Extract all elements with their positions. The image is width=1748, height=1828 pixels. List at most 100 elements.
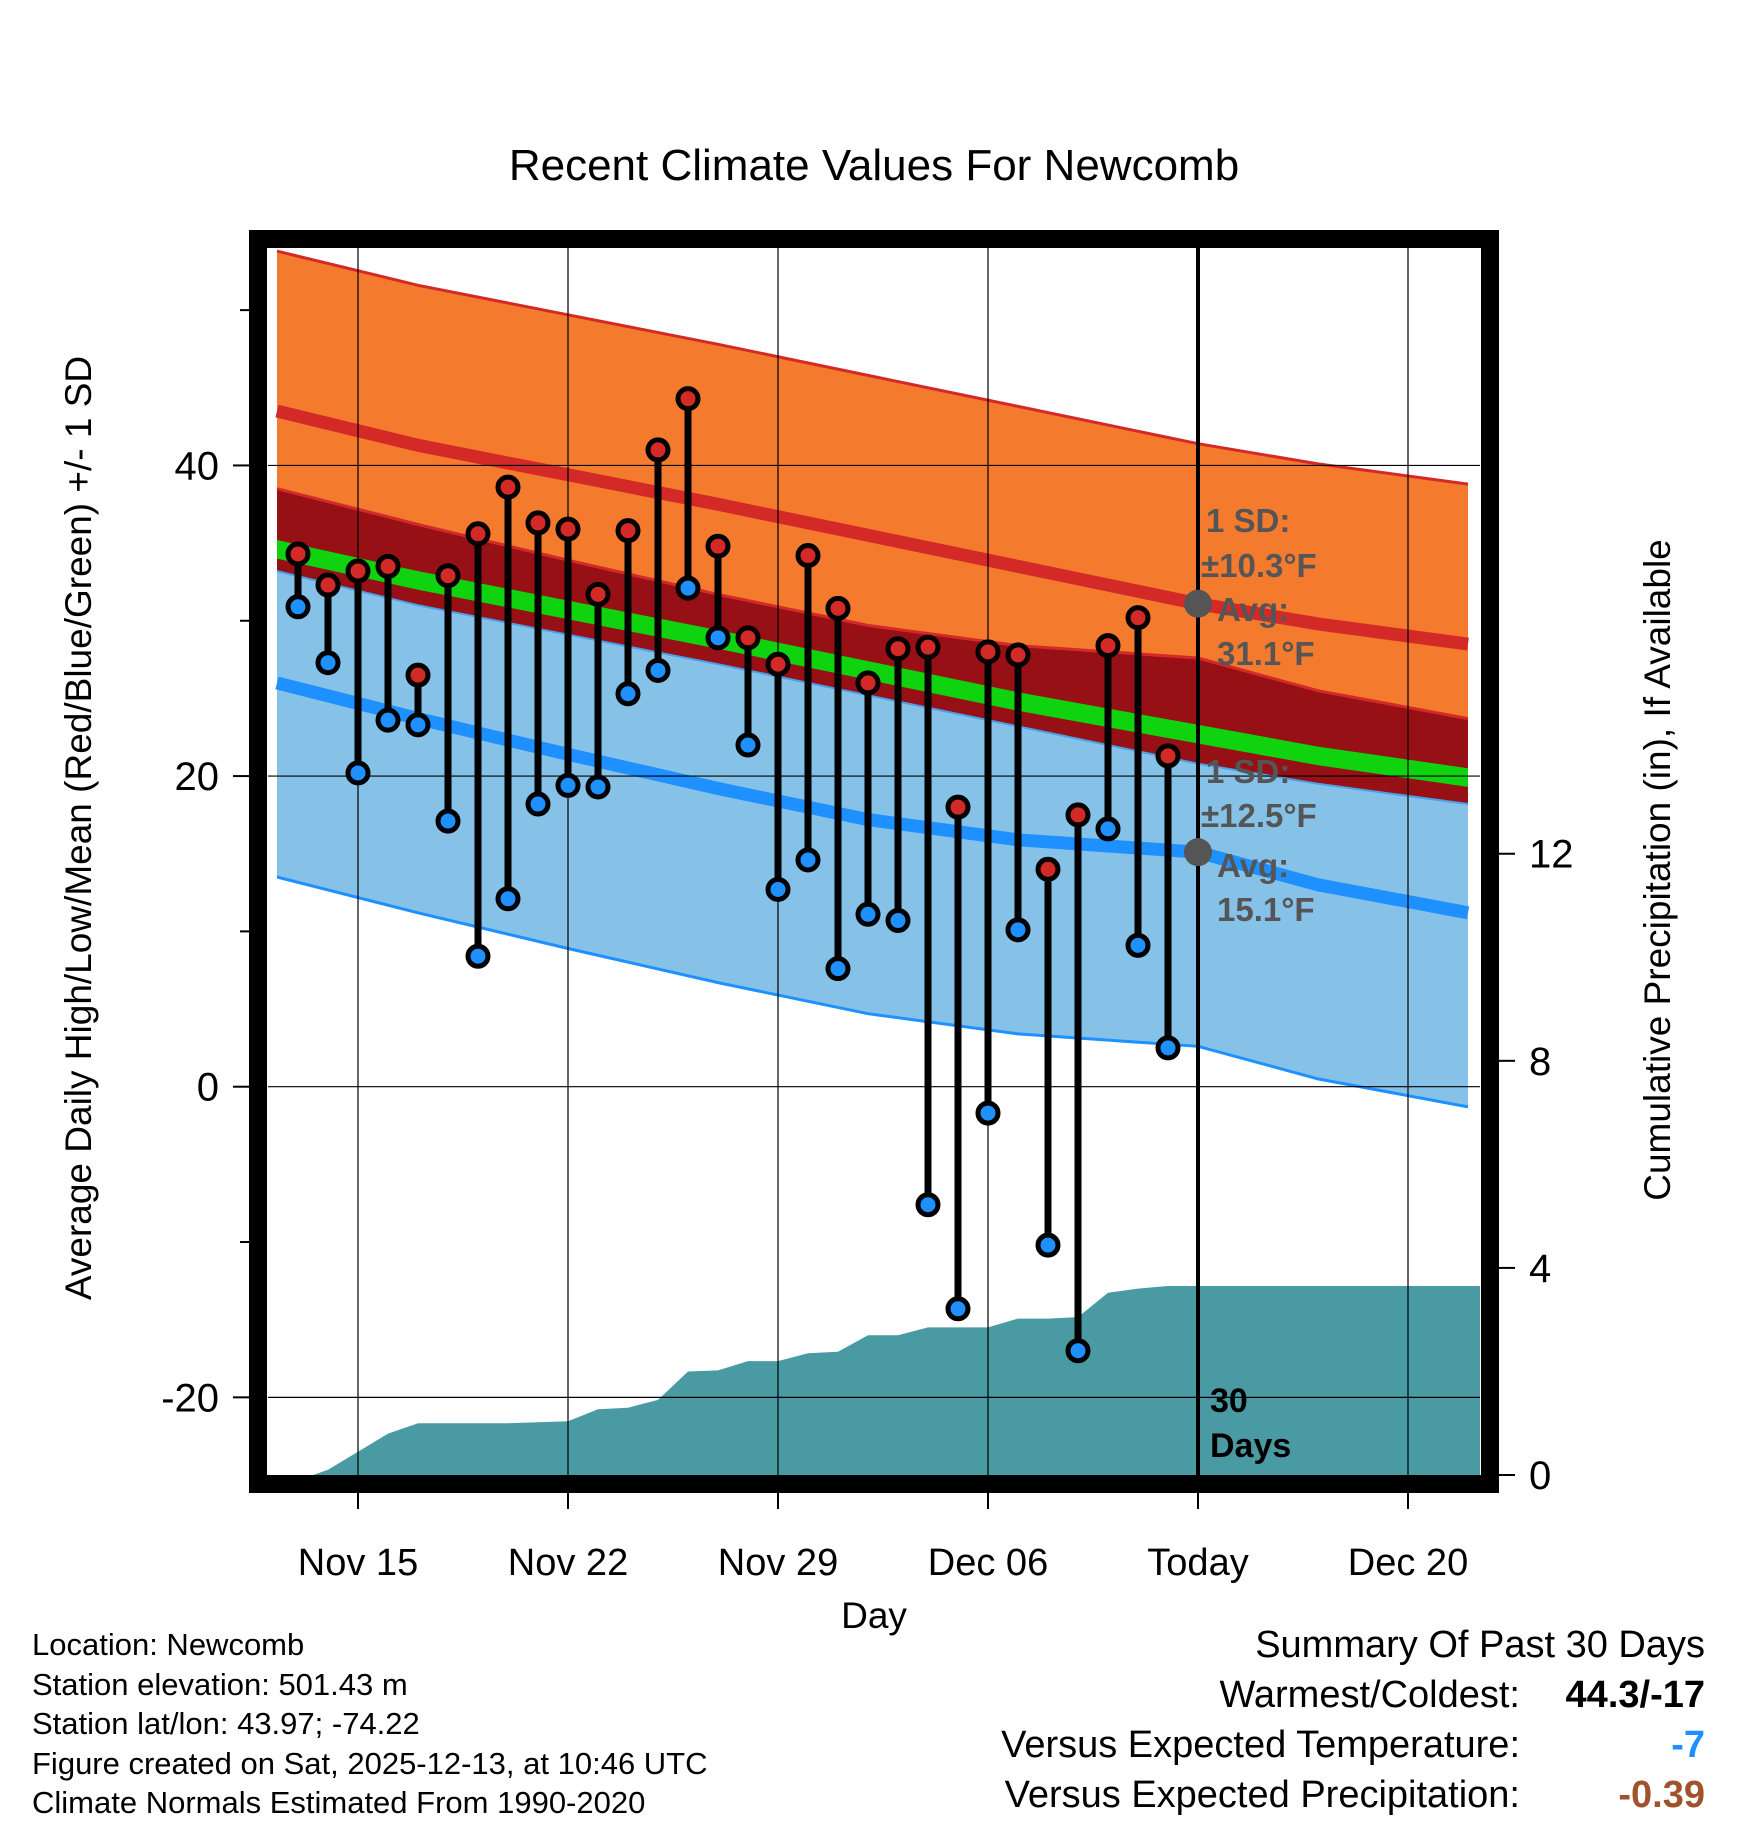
daily-high-marker (825, 595, 851, 621)
high-mean-line (275, 404, 1469, 651)
daily-low-marker (1155, 1035, 1181, 1061)
daily-low-marker (375, 707, 401, 733)
high-avg-marker (1184, 589, 1212, 618)
daily-high-marker (1125, 605, 1151, 631)
daily-high-marker (1155, 743, 1181, 769)
daily-high-marker (855, 670, 881, 696)
daily-low-marker (345, 760, 371, 786)
daily-low-marker (435, 808, 461, 834)
daily-low-marker (555, 772, 581, 798)
low-avg-marker (1184, 838, 1212, 867)
low-avg-label: Avg: (1217, 847, 1289, 884)
daily-high-marker (915, 634, 941, 660)
y-left-tick-label: -20 (161, 1376, 219, 1420)
normals-period-text: Climate Normals Estimated From 1990-2020 (32, 1785, 646, 1820)
y-axis-label-right: Cumulative Precipitation (in), If Availa… (1637, 539, 1678, 1201)
daily-low-marker (735, 732, 761, 758)
y-left-tick-label: 20 (175, 755, 220, 799)
high-avg-label: Avg: (1217, 591, 1289, 628)
daily-low-marker (975, 1100, 1001, 1126)
daily-high-marker (525, 510, 551, 536)
high-sd-upper-line (276, 249, 1469, 486)
high-avg-value: 31.1°F (1217, 635, 1315, 672)
daily-high-marker (405, 662, 431, 688)
plot-frame (249, 230, 1499, 1493)
x-tick-label: Today (1147, 1542, 1248, 1584)
warmest-label: Warmest/Coldest: (1219, 1674, 1520, 1716)
daily-low-marker (945, 1296, 971, 1322)
daily-high-marker (675, 386, 701, 412)
temp-anomaly-label: Versus Expected Temperature: (1001, 1724, 1520, 1766)
daily-high-marker (1035, 856, 1061, 882)
daily-high-marker (285, 541, 311, 567)
daily-high-marker (975, 639, 1001, 665)
daily-low-marker (795, 847, 821, 873)
y-right-tick-label: 4 (1529, 1247, 1551, 1291)
today-days-label: Days (1210, 1427, 1291, 1465)
x-tick-label: Nov 29 (718, 1542, 838, 1584)
station-info: Location: Newcomb Station elevation: 501… (32, 1625, 708, 1823)
daily-high-marker (735, 625, 761, 651)
high-sd-value: ±10.3°F (1201, 547, 1317, 584)
x-axis-label: Day (841, 1595, 907, 1636)
summary-warmest-row: Warmest/Coldest: 44.3/-17 (1001, 1670, 1705, 1720)
daily-low-marker (1095, 816, 1121, 842)
summary-panel: Summary Of Past 30 Days Warmest/Coldest:… (1001, 1620, 1705, 1820)
daily-high-marker (1095, 633, 1121, 659)
daily-low-marker (585, 774, 611, 800)
daily-low-marker (705, 625, 731, 651)
low-sd-lower-line (276, 875, 1469, 1109)
mean-band (277, 540, 1468, 787)
daily-low-marker (1125, 932, 1151, 958)
summary-temp-row: Versus Expected Temperature: -7 (1001, 1720, 1705, 1770)
plot-area: 1 SD: ±10.3°F Avg: 31.1°F 1 SD: ±12.5°F Avg: 15… (161, 230, 1574, 1584)
precip-anomaly-label: Versus Expected Precipitation: (1004, 1774, 1520, 1816)
daily-high-marker (795, 543, 821, 569)
daily-high-marker (945, 794, 971, 820)
x-tick-label: Dec 20 (1348, 1542, 1468, 1584)
daily-high-marker (345, 558, 371, 584)
elevation-text: Station elevation: 501.43 m (32, 1666, 408, 1702)
daily-high-marker (465, 521, 491, 547)
daily-high-marker (375, 553, 401, 579)
daily-high-marker (645, 437, 671, 463)
daily-low-marker (285, 594, 311, 620)
summary-title: Summary Of Past 30 Days (1255, 1624, 1705, 1666)
daily-high-marker (495, 474, 521, 500)
daily-high-marker (765, 651, 791, 677)
daily-low-marker (765, 876, 791, 902)
y-right-tick-label: 8 (1529, 1040, 1551, 1084)
daily-low-marker (1035, 1232, 1061, 1258)
y-left-tick-label: 40 (175, 444, 220, 488)
daily-high-marker (585, 581, 611, 607)
temp-anomaly-value: -7 (1671, 1724, 1705, 1766)
y-axis-label-left: Average Daily High/Low/Mean (Red/Blue/Gr… (58, 356, 99, 1300)
daily-high-marker (1005, 642, 1031, 668)
daily-low-marker (915, 1192, 941, 1218)
y-right-tick-label: 12 (1529, 833, 1574, 877)
daily-low-marker (645, 657, 671, 683)
high-sd-label: 1 SD: (1206, 502, 1290, 539)
daily-low-marker (495, 886, 521, 912)
daily-low-marker (525, 791, 551, 817)
latlon-text: Station lat/lon: 43.97; -74.22 (32, 1706, 420, 1741)
daily-low-marker (1005, 917, 1031, 943)
daily-low-marker (675, 575, 701, 601)
precip-area (277, 1286, 1480, 1475)
daily-high-marker (555, 516, 581, 542)
daily-low-marker (1065, 1338, 1091, 1364)
daily-high-marker (435, 563, 461, 589)
daily-low-marker (615, 681, 641, 707)
low-sd-value: ±12.5°F (1201, 797, 1317, 834)
low-avg-value: 15.1°F (1217, 891, 1315, 928)
precip-anomaly-value: -0.39 (1618, 1774, 1705, 1816)
x-tick-label: Nov 22 (508, 1542, 628, 1584)
daily-high-marker (315, 572, 341, 598)
daily-low-marker (855, 901, 881, 927)
today-days-number: 30 (1210, 1382, 1248, 1420)
x-tick-label: Nov 15 (298, 1542, 418, 1584)
daily-low-marker (315, 650, 341, 676)
warmest-value: 44.3/-17 (1565, 1674, 1705, 1716)
daily-high-marker (615, 518, 641, 544)
